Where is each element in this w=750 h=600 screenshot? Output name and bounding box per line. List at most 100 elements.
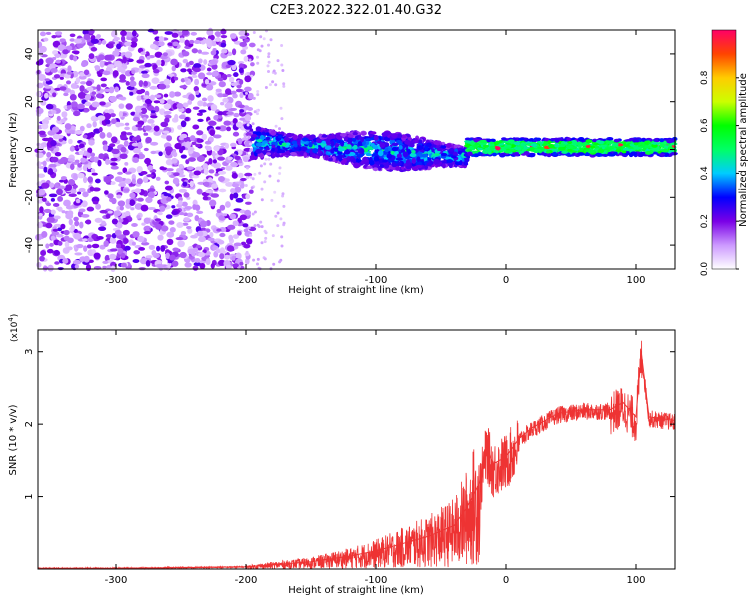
heat-cell <box>259 35 263 39</box>
heat-cell <box>78 75 87 80</box>
heat-cell <box>238 137 243 145</box>
heat-cell <box>195 90 200 96</box>
heat-cell <box>182 181 188 187</box>
heat-cell <box>276 179 280 183</box>
heat-cell <box>108 86 115 94</box>
heat-cell <box>79 256 87 262</box>
heat-cell <box>253 224 257 228</box>
heat-cell <box>520 142 526 147</box>
heat-cell <box>664 152 670 157</box>
y-tick-label: 2 <box>24 421 35 427</box>
heat-cell <box>271 234 275 238</box>
heat-cell <box>231 146 236 150</box>
heat-cell <box>238 149 243 156</box>
heat-cell <box>360 160 366 165</box>
heat-cell <box>181 50 190 57</box>
heat-cell <box>143 125 152 131</box>
heat-cell <box>246 123 250 127</box>
heat-cell <box>136 59 145 64</box>
heat-cell <box>139 257 148 265</box>
heat-cell <box>90 38 99 44</box>
heat-cell <box>122 167 128 174</box>
heat-cell <box>268 174 272 178</box>
heat-cell <box>69 54 75 61</box>
heat-cell <box>191 141 197 146</box>
heat-cell <box>279 217 283 221</box>
heat-cell <box>567 141 573 144</box>
heat-cell <box>283 136 290 142</box>
heat-cell <box>466 143 471 147</box>
heat-cell <box>124 171 132 175</box>
heat-cell <box>77 163 82 168</box>
heat-cell <box>180 154 187 159</box>
heat-cell <box>112 50 120 57</box>
heat-cell <box>522 145 528 150</box>
heat-cell <box>40 100 47 106</box>
heat-cell <box>37 199 43 204</box>
heat-cell <box>232 234 239 239</box>
heat-cell <box>191 151 200 158</box>
heat-cell <box>263 257 267 261</box>
heat-cell <box>491 152 497 157</box>
spectrogram-y-label: Frequency (Hz) <box>8 112 19 188</box>
heat-cell <box>116 194 122 199</box>
heat-cell <box>158 151 163 157</box>
heat-cell <box>36 161 42 168</box>
heat-cell <box>172 177 180 185</box>
heat-cell <box>118 96 126 101</box>
heat-cell <box>445 143 452 148</box>
heat-cell <box>74 264 80 269</box>
heat-cell <box>217 93 224 98</box>
heat-cell <box>400 134 407 139</box>
heat-cell <box>136 166 143 173</box>
heat-cell <box>528 138 534 142</box>
heat-cell <box>136 109 143 113</box>
heat-cell <box>62 49 69 55</box>
heat-cell <box>120 146 127 153</box>
heat-cell <box>264 231 268 235</box>
heat-cell <box>41 182 50 189</box>
heat-cell <box>383 142 390 148</box>
heat-cell <box>63 92 69 97</box>
heat-cell <box>373 156 380 162</box>
heat-cell <box>69 94 77 101</box>
heat-cell <box>204 79 209 85</box>
heat-cell <box>592 138 598 143</box>
heat-cell <box>44 85 52 89</box>
heat-cell <box>237 104 245 109</box>
heat-cell <box>409 153 417 158</box>
heat-cell <box>73 173 78 181</box>
heat-cell <box>421 153 429 158</box>
heat-cell <box>57 240 63 246</box>
heat-cell <box>173 91 182 97</box>
heat-cell <box>94 217 103 223</box>
heat-cell <box>450 155 457 159</box>
heat-cell <box>225 165 233 171</box>
heat-cell <box>196 230 204 237</box>
heat-cell <box>44 67 51 73</box>
heat-cell <box>98 153 105 160</box>
heat-cell <box>289 152 297 156</box>
heat-cell <box>242 156 249 163</box>
heat-cell <box>87 132 96 136</box>
heat-cell <box>154 94 162 98</box>
spectrogram-x-ticks: -300 -200 -100 0 100 <box>105 30 646 286</box>
heat-cell <box>244 209 252 216</box>
heat-cell <box>131 142 139 147</box>
heat-cell <box>368 133 374 138</box>
heat-cell <box>123 140 129 147</box>
heat-cell <box>141 222 146 226</box>
heat-cell <box>110 181 116 185</box>
heat-cell <box>312 148 319 154</box>
heat-cell <box>176 102 184 110</box>
heat-cell <box>109 237 117 244</box>
heat-cell <box>46 216 55 223</box>
heat-cell <box>53 74 61 79</box>
heat-cell <box>248 58 252 62</box>
heat-cell <box>279 149 286 154</box>
heat-cell <box>174 114 179 121</box>
heat-cell <box>67 179 76 186</box>
heat-cell <box>228 234 234 241</box>
heat-cell <box>213 134 222 139</box>
heat-cell <box>352 158 357 164</box>
